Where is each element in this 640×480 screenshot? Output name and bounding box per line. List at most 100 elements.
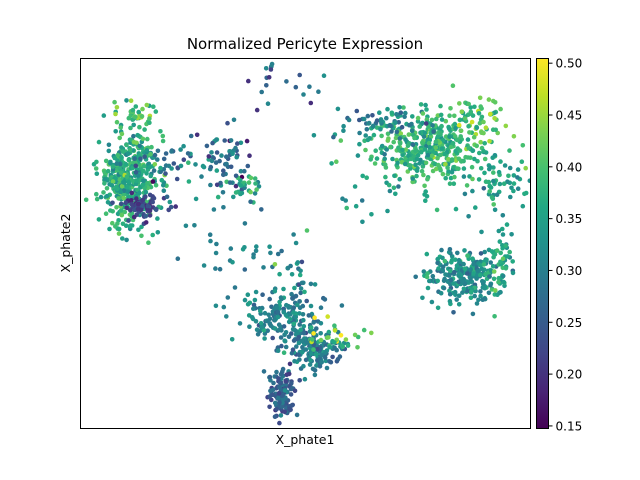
scatter-point [417, 161, 422, 166]
scatter-point [498, 106, 503, 112]
scatter-point [284, 372, 290, 378]
scatter-point [467, 130, 472, 135]
scatter-point [364, 175, 370, 180]
scatter-point [438, 290, 444, 296]
scatter-point [131, 133, 136, 139]
plot-frame [80, 58, 531, 429]
scatter-point [225, 120, 230, 126]
scatter-point [137, 190, 142, 196]
scatter-point [492, 314, 497, 319]
scatter-point [248, 199, 253, 204]
scatter-point [238, 168, 244, 174]
scatter-point [279, 343, 284, 349]
scatter-point [272, 414, 278, 420]
scatter-point [414, 173, 419, 179]
scatter-point [242, 297, 248, 303]
scatter-point [454, 263, 460, 269]
scatter-point [233, 183, 239, 189]
scatter-point [312, 315, 317, 321]
scatter-point [500, 232, 506, 237]
scatter-point [115, 152, 121, 158]
scatter-point [123, 200, 129, 205]
scatter-point [448, 268, 453, 274]
scatter-point [133, 163, 139, 169]
scatter-point [245, 163, 251, 169]
scatter-point [496, 279, 501, 285]
scatter-point [143, 189, 149, 195]
scatter-point [287, 361, 293, 367]
scatter-point [488, 283, 493, 288]
scatter-point [397, 136, 403, 141]
scatter-point [281, 286, 286, 292]
scatter-point [410, 179, 416, 185]
scatter-point [373, 148, 379, 153]
scatter-point [503, 266, 509, 271]
scatter-point [478, 251, 484, 256]
scatter-point [425, 285, 431, 291]
scatter-point [400, 152, 405, 158]
scatter-point [147, 192, 153, 198]
scatter-point [242, 267, 248, 272]
scatter-point [290, 296, 295, 301]
scatter-point [288, 392, 294, 397]
scatter-point [291, 305, 297, 310]
scatter-point [287, 406, 293, 412]
scatter-point [259, 207, 264, 212]
scatter-point [423, 102, 428, 108]
scatter-point [181, 143, 186, 149]
scatter-point [481, 186, 487, 191]
scatter-point [507, 148, 512, 153]
scatter-point [354, 108, 360, 114]
scatter-point [441, 278, 447, 284]
scatter-point [233, 190, 239, 195]
scatter-point [391, 139, 397, 145]
scatter-point [148, 173, 153, 179]
scatter-point [297, 72, 303, 78]
scatter-point [339, 303, 345, 308]
scatter-point [470, 176, 475, 182]
scatter-point [352, 184, 358, 189]
scatter-point [462, 248, 467, 253]
scatter-point [500, 273, 506, 279]
scatter-point [164, 194, 170, 200]
scatter-point [247, 300, 253, 306]
scatter-point [132, 156, 137, 161]
scatter-point [125, 189, 131, 194]
scatter-point [483, 271, 488, 277]
scatter-point [124, 174, 130, 179]
scatter-point [135, 132, 140, 138]
scatter-point [101, 190, 106, 195]
scatter-point [171, 161, 177, 166]
scatter-point [511, 181, 517, 186]
scatter-point [439, 247, 444, 253]
scatter-point [267, 404, 272, 410]
scatter-point [448, 144, 454, 150]
scatter-point [478, 293, 483, 299]
scatter-point [374, 118, 380, 123]
scatter-point [491, 276, 497, 282]
scatter-point [160, 138, 166, 144]
scatter-point [487, 138, 492, 144]
scatter-point [297, 305, 303, 311]
scatter-point [420, 111, 426, 116]
scatter-point [282, 338, 288, 344]
scatter-point [492, 207, 498, 213]
scatter-point [389, 129, 394, 134]
scatter-point [228, 164, 234, 170]
scatter-point [449, 169, 455, 175]
scatter-point [219, 153, 224, 158]
scatter-point [429, 153, 435, 159]
scatter-point [494, 192, 500, 197]
scatter-point [155, 216, 160, 221]
scatter-point [161, 156, 167, 162]
scatter-point [301, 330, 307, 336]
scatter-point [399, 124, 405, 130]
scatter-point [94, 196, 100, 202]
scatter-point [126, 151, 131, 157]
scatter-point [299, 259, 305, 265]
scatter-point [276, 390, 282, 396]
scatter-point [122, 209, 128, 215]
scatter-point [483, 125, 489, 130]
scatter-point [139, 233, 144, 239]
scatter-point [369, 212, 374, 217]
